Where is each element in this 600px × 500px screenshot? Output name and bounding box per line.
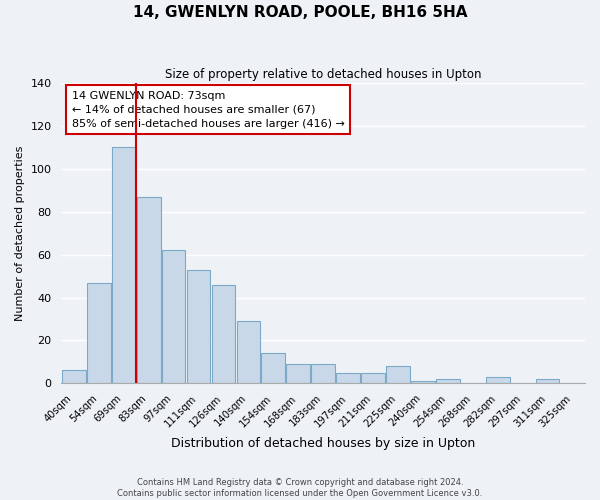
Bar	[536, 379, 559, 384]
Bar	[137, 196, 161, 384]
Bar	[361, 372, 385, 384]
Title: Size of property relative to detached houses in Upton: Size of property relative to detached ho…	[165, 68, 481, 80]
Bar	[187, 270, 211, 384]
Bar	[336, 372, 360, 384]
Bar	[112, 148, 136, 384]
Bar	[411, 381, 435, 384]
Bar	[436, 379, 460, 384]
Text: 14, GWENLYN ROAD, POOLE, BH16 5HA: 14, GWENLYN ROAD, POOLE, BH16 5HA	[133, 5, 467, 20]
Bar	[286, 364, 310, 384]
X-axis label: Distribution of detached houses by size in Upton: Distribution of detached houses by size …	[171, 437, 475, 450]
Text: Contains HM Land Registry data © Crown copyright and database right 2024.
Contai: Contains HM Land Registry data © Crown c…	[118, 478, 482, 498]
Bar	[311, 364, 335, 384]
Bar	[62, 370, 86, 384]
Bar	[162, 250, 185, 384]
Text: 14 GWENLYN ROAD: 73sqm
← 14% of detached houses are smaller (67)
85% of semi-det: 14 GWENLYN ROAD: 73sqm ← 14% of detached…	[72, 90, 345, 128]
Bar	[236, 321, 260, 384]
Bar	[87, 282, 110, 384]
Bar	[262, 354, 285, 384]
Y-axis label: Number of detached properties: Number of detached properties	[15, 146, 25, 321]
Bar	[486, 377, 509, 384]
Bar	[212, 284, 235, 384]
Bar	[386, 366, 410, 384]
